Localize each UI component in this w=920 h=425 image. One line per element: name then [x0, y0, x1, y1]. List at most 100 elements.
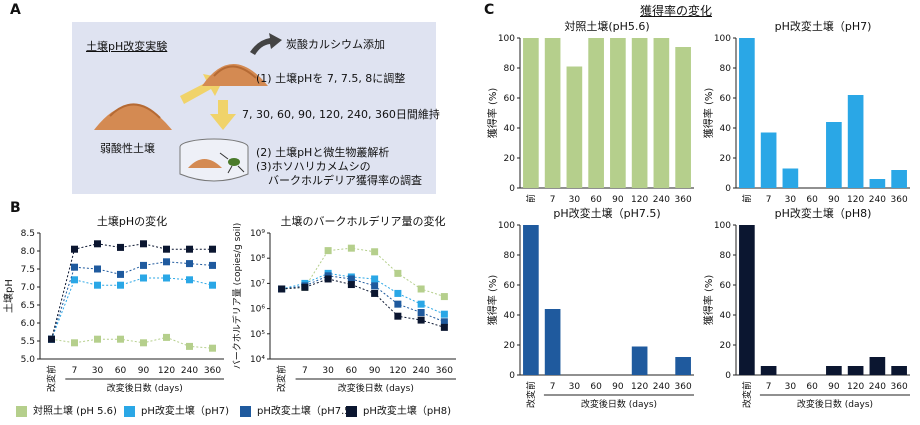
y-axis-label: 獲得率 (%) [702, 88, 715, 139]
y-tick-label: 8.0 [21, 247, 36, 257]
x-tick-label: 240 [413, 366, 430, 376]
data-point [417, 285, 425, 293]
y-tick-label: 60 [504, 281, 516, 291]
x-tick-label: 360 [675, 195, 692, 202]
x-tick-label: 7 [550, 382, 556, 392]
bar [631, 38, 648, 188]
x-tick-label: 360 [891, 382, 908, 392]
y-tick-label: 10⁴ [250, 355, 265, 365]
data-point [163, 274, 170, 282]
y-tick-label: 10⁶ [250, 305, 265, 315]
data-point [347, 281, 355, 289]
y-tick-label: 60 [720, 94, 732, 104]
chart-title: pH改変土壌（pH7) [775, 19, 872, 33]
data-point [440, 323, 448, 331]
x-tick-label: 120 [847, 195, 864, 202]
x-tick-label: 120 [631, 195, 648, 202]
y-tick-label: 0 [725, 371, 731, 381]
data-point [186, 276, 193, 284]
legend-item-ph75: pH改変土壌（pH7.5) [240, 402, 355, 417]
x-tick-label: 30 [785, 382, 797, 392]
data-point [71, 339, 78, 347]
bar [653, 38, 670, 188]
data-point [417, 309, 425, 317]
x-tick-label: 120 [847, 382, 864, 392]
data-point [417, 300, 425, 308]
soil-pile-icon [94, 105, 172, 130]
x-tick-label: 120 [631, 382, 648, 392]
chart-title: 土壌のバークホルデリア量の変化 [281, 214, 446, 228]
bar [675, 47, 691, 188]
legend-swatch [346, 405, 357, 417]
bug-icon [228, 158, 240, 166]
bar [523, 38, 539, 188]
x-tick-label: 7 [302, 366, 308, 376]
data-point [117, 243, 124, 251]
data-point [186, 260, 193, 268]
bar [847, 95, 864, 188]
data-point [394, 300, 402, 308]
y-tick-label: 0 [509, 184, 515, 194]
bar [760, 132, 777, 188]
data-point [347, 275, 355, 283]
y-tick-label: 10⁸ [250, 254, 265, 264]
data-point [163, 245, 170, 253]
experiment-schematic: 土壌pH改変実験 弱酸性土壌 炭酸カルシウム添加 (1) 土壌pHを 7, 7.… [72, 22, 440, 194]
bar [869, 179, 886, 188]
data-point [278, 285, 286, 293]
x-tick-label: 30 [569, 195, 581, 202]
x-tick-label: 7 [766, 195, 772, 202]
x-axis-label: 改変後日数 (days) [581, 398, 657, 410]
x-tick-label: 改変前 [741, 381, 753, 408]
data-point [371, 282, 379, 290]
bar [891, 366, 907, 375]
y-axis-label: 獲得率 (%) [486, 88, 499, 139]
step1-text: (1) 土壌pHを 7, 7.5, 8に調整 [256, 72, 406, 85]
x-tick-label: 60 [590, 382, 602, 392]
data-point [324, 247, 332, 255]
data-point [140, 274, 147, 282]
bar [544, 38, 561, 188]
x-tick-label: 60 [590, 195, 602, 202]
series-line [281, 275, 445, 323]
legend-swatch [240, 405, 251, 417]
data-point [140, 240, 147, 248]
y-tick-label: 100 [498, 34, 515, 44]
data-point [371, 248, 379, 256]
bar [739, 225, 755, 375]
panel-label-a: A [10, 2, 21, 18]
acquisition-ph7-chart: pH改変土壌（pH7) 0 20 40 60 80 100 改変前 7 30 60 90 120 240 3… [702, 19, 910, 202]
series-line [281, 272, 445, 315]
x-tick-label: 60 [806, 382, 818, 392]
acquisition-control-chart: 対照土壌(pH5.6) 0 20 40 60 80 100 改変前 7 30 60 90 120 240 3… [486, 19, 694, 202]
calcium-label: 炭酸カルシウム添加 [286, 38, 385, 51]
series-line [281, 247, 445, 298]
data-point [394, 312, 402, 320]
step3-text-cont: バークホルデリア獲得率の調査 [268, 174, 422, 187]
x-tick-label: 120 [158, 366, 175, 376]
x-tick-label: 60 [115, 366, 127, 376]
x-tick-label: 30 [569, 382, 581, 392]
y-tick-label: 7.5 [21, 265, 35, 275]
y-tick-label: 40 [720, 124, 732, 134]
data-point [347, 244, 355, 252]
x-tick-label: 360 [675, 382, 692, 392]
data-point [117, 335, 124, 343]
series-line [51, 261, 213, 340]
y-tick-label: 10⁵ [250, 330, 265, 340]
x-tick-label: 30 [322, 366, 334, 376]
legend-label: pH改変土壌（pH8) [363, 406, 451, 417]
burkholderia-chart: 土壌のバークホルデリア量の変化 10⁴ 10⁵ 10⁶ 10⁷ 10⁸ 10⁹ 改変前 7 30 6… [231, 214, 456, 394]
y-tick-label: 20 [504, 341, 516, 351]
y-tick-label: 5.5 [21, 337, 35, 347]
x-tick-label: 改変前 [276, 365, 288, 392]
x-tick-label: 60 [346, 366, 358, 376]
x-tick-label: 改変前 [525, 194, 537, 202]
x-tick-label: 360 [436, 366, 453, 376]
y-tick-label: 80 [720, 251, 732, 261]
data-point [117, 281, 124, 289]
y-tick-label: 8.5 [21, 229, 35, 239]
bar [566, 66, 583, 188]
data-point [94, 240, 101, 248]
data-point [117, 270, 124, 278]
